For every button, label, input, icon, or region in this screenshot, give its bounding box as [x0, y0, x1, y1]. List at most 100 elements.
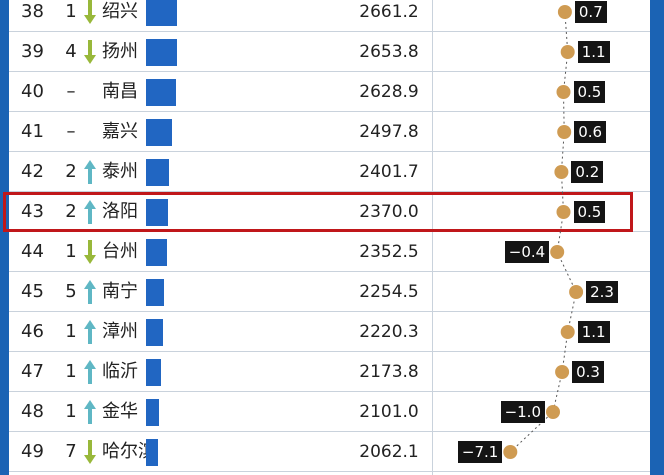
table-row: 48 1 金华 2101.0 — [9, 392, 650, 432]
growth-label: 1.1 — [577, 321, 610, 343]
rank-cell: 49 — [21, 441, 44, 462]
value-cell: 2653.8 — [359, 42, 419, 62]
rank-cell: 39 — [21, 41, 44, 62]
value-bar — [146, 199, 168, 226]
rank-change-cell: 1 — [65, 401, 77, 422]
table-body: 38 1 绍兴 2661.2 39 4 扬州 2653.8 40 – 南昌 2628.9 41– 嘉兴 24… — [9, 0, 650, 475]
table-row: 41 – 嘉兴 2497.8 — [9, 112, 650, 152]
growth-column-divider — [432, 0, 433, 475]
growth-dot — [560, 45, 575, 59]
city-name: 洛阳 — [102, 201, 138, 222]
left-frame-border — [0, 0, 9, 475]
row-divider — [9, 271, 650, 272]
row-divider — [9, 391, 650, 392]
row-divider — [9, 431, 650, 432]
rank-change-cell: 7 — [65, 441, 77, 462]
city-name: 临沂 — [102, 361, 138, 382]
row-divider — [9, 191, 650, 192]
row-divider — [9, 31, 650, 32]
growth-label: 1.1 — [577, 41, 610, 63]
growth-dot — [569, 285, 584, 299]
rank-change-cell: 1 — [65, 1, 77, 22]
arrow-down-icon — [84, 40, 96, 64]
city-name: 南昌 — [102, 81, 138, 102]
growth-dot — [556, 85, 571, 99]
row-divider — [9, 351, 650, 352]
rank-cell: 41 — [21, 121, 44, 142]
growth-label: −7.1 — [457, 441, 503, 463]
growth-dot — [557, 125, 572, 139]
value-cell: 2497.8 — [359, 122, 419, 142]
value-cell: 2062.1 — [359, 442, 419, 462]
arrow-down-icon — [84, 0, 96, 24]
value-bar — [146, 0, 177, 26]
table-row: 38 1 绍兴 2661.2 — [9, 0, 650, 32]
arrow-up-icon — [84, 280, 96, 304]
growth-label: −0.4 — [504, 241, 550, 263]
arrow-up-icon — [84, 400, 96, 424]
value-cell: 2254.5 — [359, 282, 419, 302]
row-divider — [9, 71, 650, 72]
value-cell: 2173.8 — [359, 362, 419, 382]
row-divider — [9, 471, 650, 472]
rank-change-cell: – — [66, 81, 76, 102]
city-name: 绍兴 — [102, 1, 138, 22]
growth-label: −1.0 — [500, 401, 545, 423]
arrow-up-icon — [84, 160, 96, 184]
value-bar — [146, 39, 177, 66]
table-row: 47 1 临沂 2173.8 — [9, 352, 650, 392]
value-cell: 2352.5 — [359, 242, 419, 262]
table-row: 45 5 南宁 2254.5 — [9, 272, 650, 312]
rank-change-cell: 2 — [65, 161, 77, 182]
value-bar — [146, 399, 160, 426]
city-name: 金华 — [102, 401, 138, 422]
rank-cell: 47 — [21, 361, 44, 382]
growth-dot — [550, 245, 565, 259]
value-cell: 2370.0 — [359, 202, 419, 222]
rank-cell: 40 — [21, 81, 44, 102]
rank-cell: 38 — [21, 1, 44, 22]
growth-label: 0.5 — [573, 201, 606, 223]
city-name: 台州 — [102, 241, 138, 262]
rank-cell: 44 — [21, 241, 44, 262]
value-bar — [146, 239, 168, 266]
growth-dot — [554, 165, 569, 179]
table-row: 46 1 漳州 2220.3 — [9, 312, 650, 352]
value-bar — [146, 79, 176, 106]
table-row: 43 2 洛阳 2370.0 — [9, 192, 650, 232]
rank-cell: 45 — [21, 281, 44, 302]
arrow-up-icon — [84, 320, 96, 344]
table-row: 40 – 南昌 2628.9 — [9, 72, 650, 112]
city-name: 哈尔滨 — [102, 441, 156, 462]
rank-cell: 48 — [21, 401, 44, 422]
table-row: 39 4 扬州 2653.8 — [9, 32, 650, 72]
value-bar — [146, 319, 163, 346]
rank-change-cell: 1 — [65, 241, 77, 262]
value-bar — [146, 359, 162, 386]
growth-dot — [556, 205, 571, 219]
growth-label: 2.3 — [586, 281, 618, 303]
value-bar — [146, 439, 158, 466]
arrow-up-icon — [84, 200, 96, 224]
growth-label: 0.7 — [574, 1, 607, 23]
rank-change-cell: 1 — [65, 321, 77, 342]
value-cell: 2628.9 — [359, 82, 419, 102]
rank-change-cell: 2 — [65, 201, 77, 222]
city-name: 扬州 — [102, 41, 138, 62]
row-divider — [9, 151, 650, 152]
growth-connector-line — [509, 11, 577, 453]
highlight-box — [3, 192, 633, 232]
value-cell: 2220.3 — [359, 322, 419, 342]
growth-label: 0.3 — [572, 361, 604, 383]
growth-dot — [557, 5, 572, 19]
rank-change-cell: 1 — [65, 361, 77, 382]
arrow-down-icon — [84, 440, 96, 464]
rank-change-cell: 4 — [65, 41, 77, 62]
value-bar — [146, 159, 169, 186]
row-divider — [9, 111, 650, 112]
arrow-down-icon — [84, 240, 96, 264]
growth-label: 0.2 — [571, 161, 604, 183]
value-cell: 2661.2 — [359, 2, 419, 22]
growth-dot — [503, 445, 518, 459]
